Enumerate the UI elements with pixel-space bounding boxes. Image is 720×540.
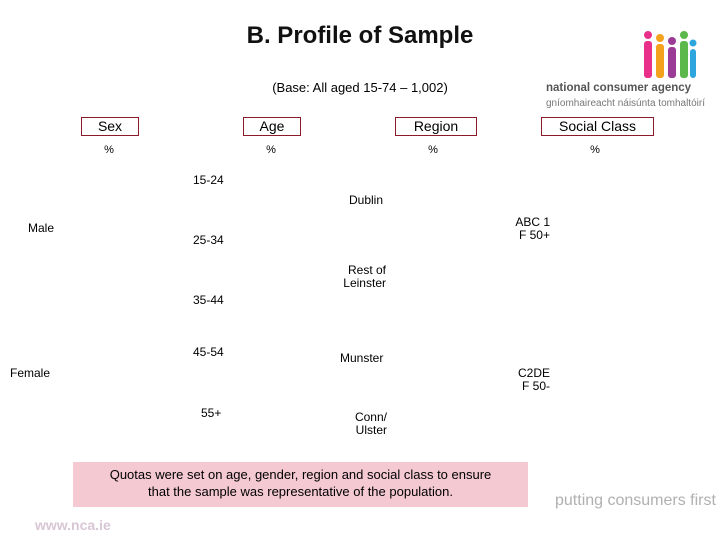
base-note: (Base: All aged 15-74 – 1,002) [272, 80, 448, 95]
header-age: Age [243, 117, 301, 136]
social-label-c2de-line2: F 50- [521, 379, 550, 393]
logo-name-irish: gníomhaireacht náisúnta tomhaltóirí [546, 98, 705, 109]
header-social-class: Social Class [541, 117, 654, 136]
quota-note: Quotas were set on age, gender, region a… [73, 462, 528, 507]
region-label-conn-ulster: Conn/ Ulster [338, 411, 387, 437]
social-label-abc1-line1: ABC 1 [515, 215, 550, 229]
quota-note-line2: that the sample was representative of th… [148, 484, 453, 499]
percent-age: % [266, 144, 276, 156]
logo-name: national consumer agency [546, 82, 692, 94]
region-label-rest-line2: Leinster [343, 276, 386, 290]
tagline: putting consumers first [555, 492, 716, 509]
sex-label-male: Male [28, 221, 55, 235]
social-label-c2de-line1: C2DE [517, 366, 550, 380]
percent-region: % [428, 144, 438, 156]
age-label-35-44: 35-44 [193, 293, 224, 307]
nca-logo-icon [638, 28, 698, 80]
percent-social-class: % [590, 144, 600, 156]
age-label-25-34: 25-34 [193, 233, 224, 247]
region-label-conn-line2: Ulster [355, 423, 387, 437]
website-url: www.nca.ie [35, 517, 111, 533]
social-label-abc1: ABC 1 F 50+ [500, 216, 550, 242]
age-label-45-54: 45-54 [193, 345, 224, 359]
age-label-15-24: 15-24 [193, 173, 224, 187]
header-sex: Sex [81, 117, 139, 136]
age-label-55-plus: 55+ [201, 406, 222, 420]
region-label-conn-line1: Conn/ [354, 410, 387, 424]
region-label-rest-line1: Rest of [347, 263, 386, 277]
social-label-abc1-line2: F 50+ [518, 228, 550, 242]
region-label-rest-of-leinster: Rest of Leinster [330, 264, 386, 290]
sex-label-female: Female [10, 366, 51, 380]
header-region: Region [395, 117, 477, 136]
percent-sex: % [104, 144, 114, 156]
quota-note-line1: Quotas were set on age, gender, region a… [109, 467, 492, 482]
region-label-munster: Munster [340, 351, 384, 365]
region-label-dublin: Dublin [349, 193, 384, 207]
social-label-c2de: C2DE F 50- [500, 367, 550, 393]
page-title: B. Profile of Sample [246, 22, 474, 49]
